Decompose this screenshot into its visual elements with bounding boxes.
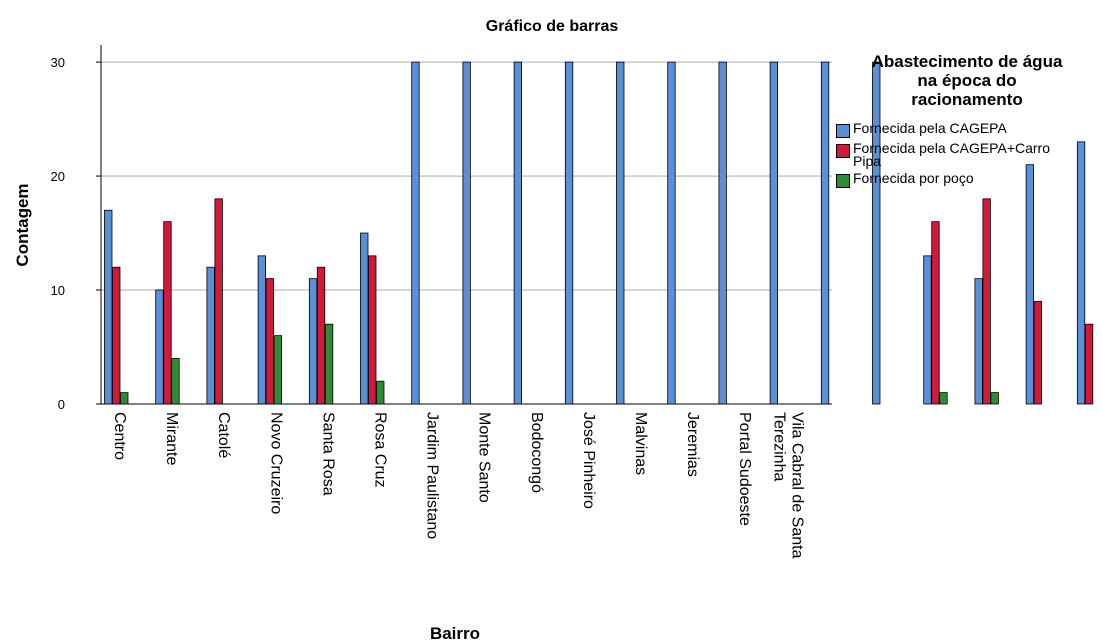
bar-26 bbox=[872, 61, 881, 405]
bar-8 bbox=[257, 255, 267, 405]
bar-1 bbox=[112, 266, 121, 405]
x-tick-label-7: Monte Santo bbox=[476, 412, 493, 503]
bar-27 bbox=[923, 255, 932, 405]
x-tick-label-6: Jardim Paulistano bbox=[424, 412, 441, 539]
bar-7 bbox=[214, 198, 223, 405]
x-tick-label-0: Centro bbox=[111, 412, 128, 460]
bar-30 bbox=[974, 278, 983, 405]
x-tick-label-5: Rosa Cruz bbox=[372, 412, 389, 488]
legend: Abastecimento de água na época do racion… bbox=[836, 52, 1098, 192]
bar-15 bbox=[368, 255, 377, 405]
x-tick-label-13-line1: Terezinha bbox=[770, 412, 787, 481]
x-tick-label-12: Portal Sudoeste bbox=[736, 412, 753, 526]
x-tick-label-10: Malvinas bbox=[632, 412, 649, 475]
bar-14 bbox=[360, 232, 369, 405]
x-tick-label-2: Catolé bbox=[215, 412, 232, 458]
bar-19 bbox=[513, 61, 522, 405]
chart-title: Gráfico de barras bbox=[486, 18, 619, 35]
x-axis-label: Bairro bbox=[430, 624, 480, 642]
legend-swatch-cagepa-carro-pipa bbox=[836, 144, 850, 158]
y-tick-label-10: 10 bbox=[51, 283, 65, 298]
y-axis-label: Contagem bbox=[13, 183, 32, 266]
y-tick-label-30: 30 bbox=[51, 55, 65, 70]
bar-25 bbox=[820, 61, 830, 405]
bar-34 bbox=[1033, 301, 1042, 405]
bar-31 bbox=[982, 198, 991, 405]
bar-18 bbox=[462, 61, 471, 405]
bar-33 bbox=[1025, 164, 1034, 405]
x-tick-label-8: Bodocongó bbox=[528, 412, 545, 493]
bar-22 bbox=[667, 61, 676, 405]
y-tick-label-0: 0 bbox=[58, 397, 65, 412]
x-tick-label-13: Vila Cabral de Santa bbox=[788, 412, 805, 559]
legend-swatch-poco bbox=[836, 174, 850, 188]
bar-4 bbox=[163, 221, 172, 405]
bar-10 bbox=[273, 335, 283, 405]
bar-11 bbox=[308, 278, 318, 405]
bar-16 bbox=[376, 380, 385, 405]
legend-title: Abastecimento de água na época do racion… bbox=[871, 52, 1063, 109]
x-tick-label-3: Novo Cruzeiro bbox=[267, 412, 284, 514]
bar-28 bbox=[931, 221, 940, 405]
bar-36 bbox=[1084, 323, 1094, 405]
bar-29 bbox=[939, 392, 948, 405]
bar-13 bbox=[324, 323, 334, 405]
bar-20 bbox=[564, 61, 574, 405]
bar-23 bbox=[718, 61, 727, 405]
bar-35 bbox=[1076, 141, 1086, 405]
bar-17 bbox=[411, 61, 420, 405]
x-tick-label-4: Santa Rosa bbox=[319, 412, 336, 496]
bar-32 bbox=[990, 392, 999, 405]
y-tick-label-20: 20 bbox=[51, 169, 65, 184]
legend-label-cagepa: Fornecida pela CAGEPA bbox=[853, 120, 1007, 136]
legend-label-cagepa-carro-pipa: Fornecida pela CAGEPA+Carro Pipa bbox=[853, 140, 1050, 169]
legend-swatch-cagepa bbox=[836, 124, 850, 138]
bar-6 bbox=[206, 266, 215, 405]
legend-item-cagepa-carro-pipa: Fornecida pela CAGEPA+Carro Pipa bbox=[836, 140, 1098, 169]
bar-24 bbox=[769, 61, 778, 405]
bar-3 bbox=[155, 289, 164, 405]
bar-21 bbox=[616, 61, 625, 405]
bar-12 bbox=[316, 266, 326, 405]
x-tick-label-1: Mirante bbox=[163, 412, 180, 465]
legend-label-poco: Fornecida por poço bbox=[853, 170, 974, 186]
legend-item-poco: Fornecida por poço bbox=[836, 170, 1098, 188]
x-tick-label-11: Jeremias bbox=[684, 412, 701, 477]
bar-9 bbox=[265, 278, 275, 405]
bar-2 bbox=[120, 392, 129, 405]
x-tick-label-9: José Pinheiro bbox=[580, 412, 597, 509]
bar-5 bbox=[171, 358, 180, 405]
legend-item-cagepa: Fornecida pela CAGEPA bbox=[836, 120, 1098, 138]
bar-0 bbox=[104, 209, 113, 405]
